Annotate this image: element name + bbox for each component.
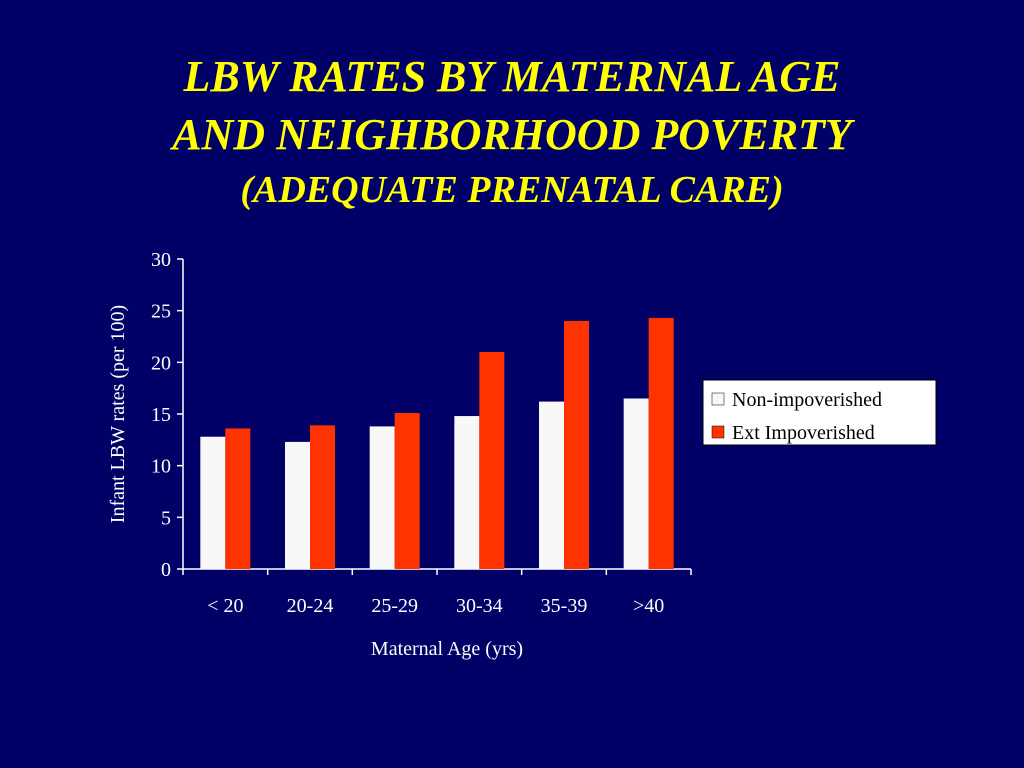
title-line-2: AND NEIGHBORHOOD POVERTY (172, 110, 852, 159)
title-line-1: LBW RATES BY MATERNAL AGE (183, 52, 841, 101)
x-tick-label: 20-24 (287, 595, 334, 617)
bar-non-impoverished (285, 441, 310, 569)
y-tick-label: 5 (161, 507, 171, 529)
bar-non-impoverished (454, 416, 480, 569)
y-tick-label: 15 (151, 404, 171, 426)
x-tick-label: 30-34 (456, 595, 503, 617)
legend-swatch (711, 392, 725, 406)
bar-non-impoverished (539, 401, 564, 569)
y-tick-label: 30 (151, 249, 171, 271)
y-tick-label: 25 (151, 301, 171, 323)
y-tick-label: 20 (151, 352, 171, 374)
x-tick-label: < 20 (207, 595, 243, 617)
bar-ext-impoverished (225, 428, 251, 569)
bar-ext-impoverished (394, 412, 420, 569)
y-tick-label: 10 (151, 456, 171, 478)
bar-ext-impoverished (310, 425, 335, 569)
bar-ext-impoverished (648, 317, 674, 569)
x-tick-label: >40 (633, 595, 664, 617)
legend-label: Non-impoverished (732, 389, 882, 411)
legend-swatch (711, 425, 725, 439)
bar-non-impoverished (369, 426, 395, 569)
y-axis-label: Infant LBW rates (per 100) (107, 305, 129, 523)
x-tick-label: 25-29 (371, 595, 418, 617)
x-tick-label: 35-39 (541, 595, 588, 617)
bar-ext-impoverished (564, 321, 589, 569)
bar-ext-impoverished (479, 352, 505, 569)
bar-non-impoverished (200, 436, 226, 569)
title-line-3: (ADEQUATE PRENATAL CARE) (240, 169, 784, 211)
x-axis-label: Maternal Age (yrs) (371, 638, 523, 660)
y-tick-label: 0 (161, 559, 171, 581)
slide-title: LBW RATES BY MATERNAL AGE AND NEIGHBORHO… (0, 48, 1024, 216)
legend-box (702, 379, 937, 446)
bar-non-impoverished (623, 398, 649, 569)
legend-label: Ext Impoverished (732, 422, 875, 444)
